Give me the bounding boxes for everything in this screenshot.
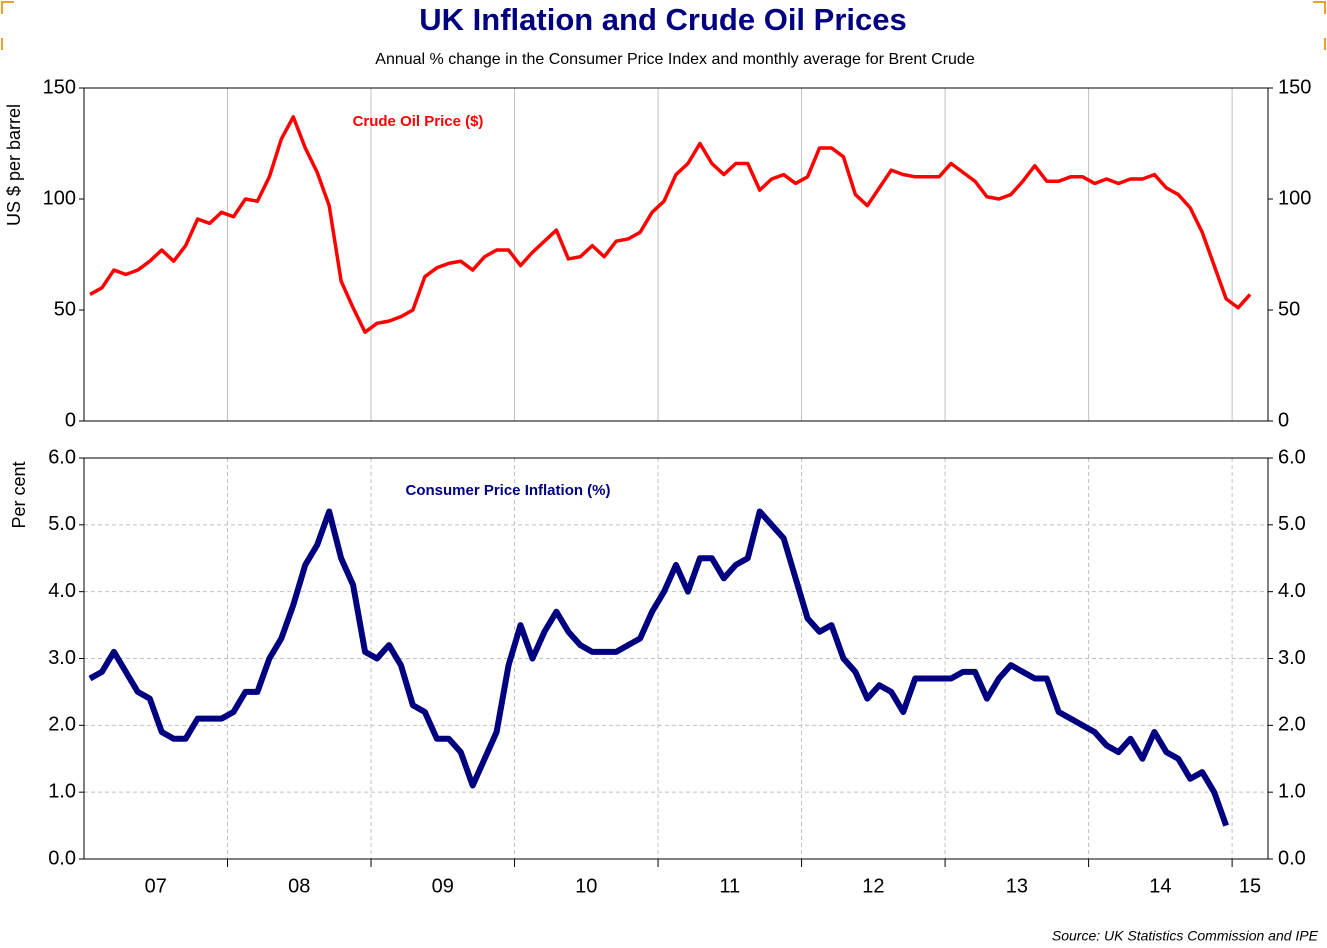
- plot-frame: [83, 87, 1269, 422]
- y2-tick-label: 100: [1278, 187, 1311, 209]
- y-tick-label: 0.0: [48, 847, 76, 869]
- y-axis-label: US $ per barrel: [4, 104, 24, 226]
- y-tick-label: 6.0: [48, 446, 76, 468]
- x-tick-label: 15: [1239, 875, 1261, 897]
- y-tick-label: 150: [43, 76, 76, 98]
- series-label: Crude Oil Price ($): [353, 113, 484, 130]
- y2-tick-label: 6.0: [1278, 446, 1306, 468]
- corner-marks: [1, 1, 1326, 50]
- y-axis-label: Per cent: [9, 461, 29, 528]
- y2-tick-label: 4.0: [1278, 580, 1306, 602]
- x-tick-label: 08: [288, 875, 310, 897]
- y2-tick-label: 2.0: [1278, 714, 1306, 736]
- x-tick-label: 09: [432, 875, 454, 897]
- data-line: [88, 508, 1229, 827]
- y2-tick-label: 1.0: [1278, 780, 1306, 802]
- data-line: [89, 115, 1252, 334]
- y-tick-label: 3.0: [48, 647, 76, 669]
- y-tick-label: 0: [65, 409, 76, 431]
- y-tick-label: 100: [43, 187, 76, 209]
- series-label: Consumer Price Inflation (%): [405, 482, 610, 499]
- y-tick-label: 2.0: [48, 714, 76, 736]
- y-tick-label: 1.0: [48, 780, 76, 802]
- x-tick-label: 14: [1149, 875, 1171, 897]
- y-tick-label: 4.0: [48, 580, 76, 602]
- plot-frame: [83, 457, 1269, 860]
- y2-tick-label: 0.0: [1278, 847, 1306, 869]
- source-note: Source: UK Statistics Commission and IPE: [1052, 928, 1319, 944]
- y2-tick-label: 5.0: [1278, 513, 1306, 535]
- x-tick-label: 10: [575, 875, 597, 897]
- y2-tick-label: 0: [1278, 409, 1289, 431]
- y2-tick-label: 50: [1278, 298, 1300, 320]
- x-tick-label: 07: [145, 875, 167, 897]
- y2-tick-label: 150: [1278, 76, 1311, 98]
- chart-subtitle: Annual % change in the Consumer Price In…: [375, 51, 975, 68]
- x-tick-label: 13: [1006, 875, 1028, 897]
- y-tick-label: 5.0: [48, 513, 76, 535]
- y2-tick-label: 3.0: [1278, 647, 1306, 669]
- chart-title: UK Inflation and Crude Oil Prices: [419, 2, 906, 37]
- x-tick-label: 11: [719, 875, 740, 897]
- y-tick-label: 50: [54, 298, 76, 320]
- x-tick-label: 12: [862, 875, 884, 897]
